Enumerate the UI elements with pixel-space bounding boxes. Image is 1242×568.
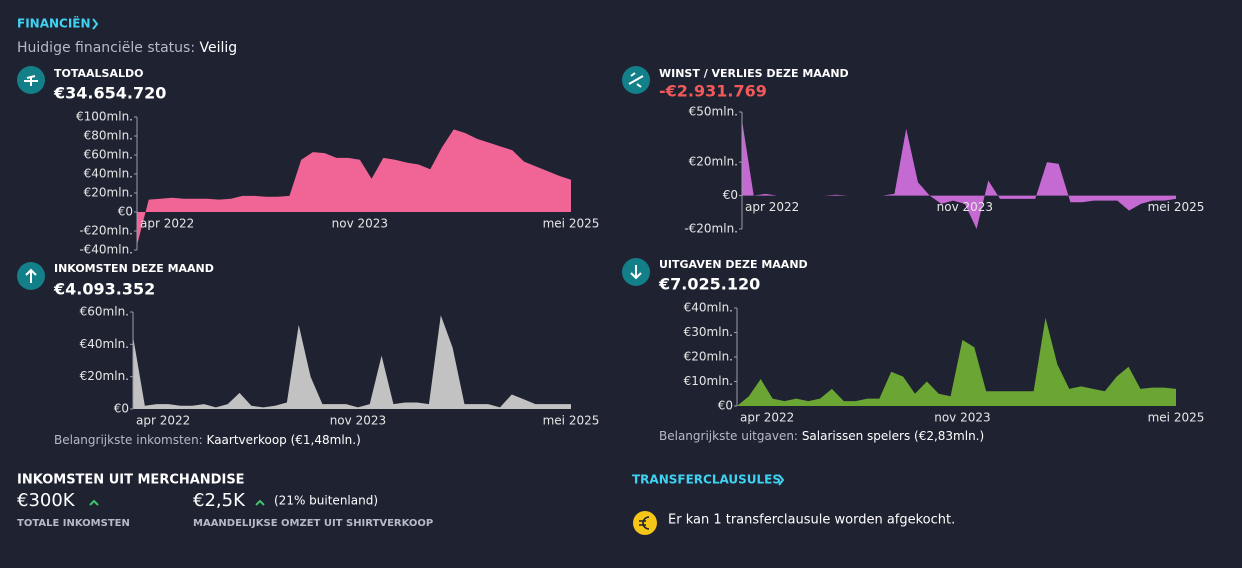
- area: [137, 129, 571, 246]
- y-tick-label: €20mln.: [689, 155, 738, 169]
- merch-total: €300K: [17, 490, 76, 511]
- x-tick-label: apr 2022: [740, 411, 794, 425]
- chart-title: UITGAVEN DEZE MAAND: [659, 258, 808, 271]
- status-value: Veilig: [200, 40, 238, 56]
- y-tick-label: €0: [114, 402, 129, 416]
- y-tick-label: €60mln.: [80, 305, 129, 319]
- merch-title: INKOMSTEN UIT MERCHANDISE: [17, 473, 245, 488]
- x-tick-label: mei 2025: [543, 414, 600, 428]
- status-label: Huidige financiële status:: [17, 40, 195, 56]
- x-tick-label: nov 2023: [330, 414, 386, 428]
- chart-note: Belangrijkste inkomsten: Kaartverkoop (€…: [54, 433, 361, 447]
- y-tick-label: €40mln.: [84, 167, 133, 181]
- y-tick-label: €80mln.: [84, 129, 133, 143]
- chart-headline: €4.093.352: [53, 280, 155, 299]
- y-tick-label: €20mln.: [84, 186, 133, 200]
- section-title[interactable]: FINANCIËN: [17, 16, 91, 31]
- y-tick-label: €20mln.: [80, 369, 129, 383]
- y-tick-label: €40mln.: [684, 301, 733, 315]
- y-tick-label: €100mln.: [76, 110, 133, 124]
- x-tick-label: mei 2025: [1148, 200, 1205, 214]
- icon-glyph: [628, 72, 644, 88]
- icon-glyph: [24, 75, 38, 86]
- merch-monthly: €2,5K: [193, 490, 246, 511]
- transfer-title[interactable]: TRANSFERCLAUSULES: [632, 473, 781, 487]
- x-tick-label: nov 2023: [332, 217, 388, 231]
- x-tick-label: mei 2025: [543, 217, 600, 231]
- euro-sign: [639, 516, 650, 530]
- chart-headline: -€2.931.769: [659, 82, 767, 101]
- icon-glyph: [25, 268, 37, 283]
- chevron: [92, 18, 99, 30]
- y-tick-label: €0: [118, 205, 133, 219]
- y-tick-label: €20mln.: [684, 350, 733, 364]
- note-value: Salarissen spelers (€2,83mln.): [802, 429, 984, 443]
- x-tick-label: nov 2023: [937, 200, 993, 214]
- chart-title: WINST / VERLIES DEZE MAAND: [659, 67, 849, 80]
- x-tick-label: apr 2022: [136, 414, 190, 428]
- up-arrow: [255, 499, 265, 506]
- y-tick-label: €60mln.: [84, 148, 133, 162]
- merch-total-label: TOTALE INKOMSTEN: [17, 518, 130, 529]
- area: [737, 317, 1176, 406]
- transfer-message: Er kan 1 transferclausule worden afgekoc…: [668, 513, 955, 528]
- x-tick-label: mei 2025: [1148, 411, 1205, 425]
- y-tick-label: €40mln.: [80, 337, 129, 351]
- chevron: [778, 474, 785, 486]
- note-label: Belangrijkste inkomsten:: [54, 433, 203, 447]
- y-tick-label: €0: [718, 399, 733, 413]
- y-tick-label: €50mln.: [689, 105, 738, 119]
- merch-monthly-label: MAANDELIJKSE OMZET UIT SHIRTVERKOOP: [193, 518, 433, 529]
- up-arrow: [89, 499, 99, 506]
- merch-monthly-note: (21% buitenland): [274, 494, 378, 508]
- x-tick-label: apr 2022: [745, 200, 799, 214]
- chart-title: TOTAALSALDO: [54, 67, 143, 80]
- y-tick-label: €10mln.: [684, 374, 733, 388]
- coin-icon: [633, 511, 657, 535]
- y-tick-label: €30mln.: [684, 325, 733, 339]
- y-tick-label: -€40mln.: [79, 243, 133, 257]
- y-tick-label: -€20mln.: [684, 222, 738, 236]
- y-tick-label: €0: [723, 188, 738, 202]
- note-value: Kaartverkoop (€1,48mln.): [207, 433, 361, 447]
- chart-note: Belangrijkste uitgaven: Salarissen spele…: [659, 429, 984, 443]
- y-tick-label: -€20mln.: [79, 224, 133, 238]
- x-tick-label: nov 2023: [934, 411, 990, 425]
- status: Huidige financiële status: Veilig: [17, 40, 237, 56]
- x-tick-label: apr 2022: [140, 217, 194, 231]
- chart-headline: €7.025.120: [658, 275, 760, 294]
- note-label: Belangrijkste uitgaven:: [659, 429, 798, 443]
- icon-glyph: [630, 265, 642, 280]
- chart-title: INKOMSTEN DEZE MAAND: [54, 262, 214, 275]
- chart-headline: €34.654.720: [53, 84, 166, 103]
